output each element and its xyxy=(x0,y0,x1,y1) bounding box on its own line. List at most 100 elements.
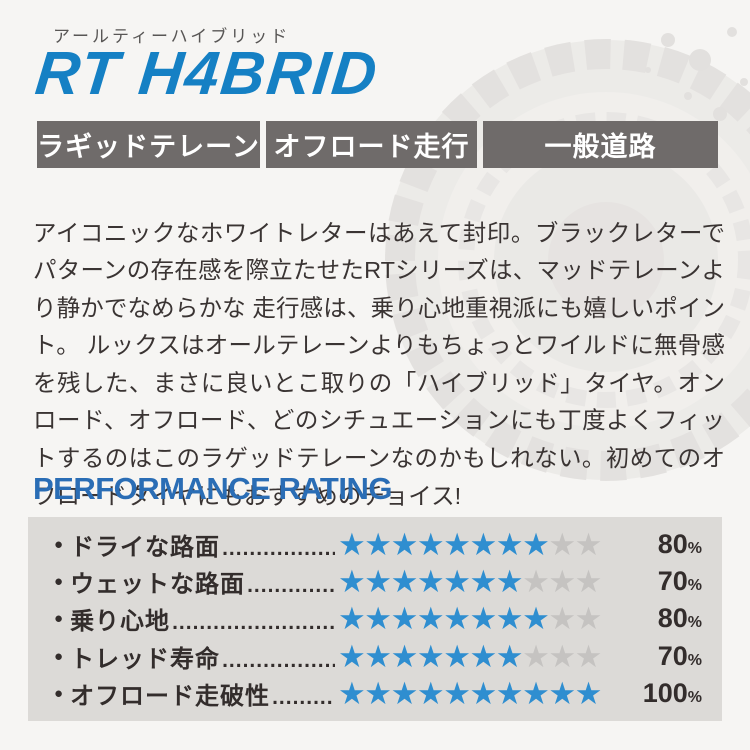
product-name-kana: アールティーハイブリッド xyxy=(53,27,291,46)
rating-label: トレッド寿命 xyxy=(70,645,221,673)
star-icon: ★ xyxy=(574,603,603,635)
star-icon: ★ xyxy=(338,603,366,635)
rating-row: ● ドライな路面.................................… xyxy=(54,527,702,562)
percent-value: 80 xyxy=(657,529,688,560)
star-rating: ★★★★★★★★★★ xyxy=(338,529,630,560)
star-icon: ★ xyxy=(548,677,576,709)
percent-unit: % xyxy=(687,577,702,595)
star-icon: ★ xyxy=(469,566,497,598)
star-icon: ★ xyxy=(364,529,392,561)
percent-value: 80 xyxy=(657,603,688,634)
percent-unit: % xyxy=(687,651,702,669)
star-icon: ★ xyxy=(574,566,603,598)
star-icon: ★ xyxy=(469,529,497,561)
rating-row: ● トレッド寿命.................................… xyxy=(54,639,702,674)
star-icon: ★ xyxy=(522,566,550,598)
badge-rugged-terrain: ラギッドテレーン xyxy=(37,121,260,168)
star-icon: ★ xyxy=(416,603,445,635)
star-icon: ★ xyxy=(416,566,445,598)
star-icon: ★ xyxy=(495,640,524,672)
star-icon: ★ xyxy=(338,677,366,709)
rating-label: 乗り心地 xyxy=(70,608,171,636)
star-icon: ★ xyxy=(469,640,497,672)
rating-percent: 70% xyxy=(630,566,702,597)
bullet-icon: ● xyxy=(54,610,64,628)
rating-label: ウェットな路面 xyxy=(70,571,246,599)
star-icon: ★ xyxy=(390,529,419,561)
rating-rows: ● ドライな路面.................................… xyxy=(28,517,722,721)
star-icon: ★ xyxy=(574,677,603,709)
star-icon: ★ xyxy=(416,529,445,561)
star-icon: ★ xyxy=(548,566,576,598)
rating-row: ● ウェットな路面................................… xyxy=(54,564,702,599)
star-icon: ★ xyxy=(338,529,366,561)
leader-dots: ........................................… xyxy=(172,611,335,635)
star-rating: ★★★★★★★★★★ xyxy=(338,566,630,597)
leader-dots: ........................................… xyxy=(222,537,335,561)
star-icon: ★ xyxy=(548,603,576,635)
star-icon: ★ xyxy=(495,566,524,598)
rating-percent: 80% xyxy=(630,529,702,560)
star-icon: ★ xyxy=(548,529,576,561)
star-icon: ★ xyxy=(364,603,392,635)
star-icon: ★ xyxy=(522,529,550,561)
rating-label: ドライな路面 xyxy=(70,534,221,562)
feature-badges: ラギッドテレーン オフロード走行 一般道路 xyxy=(37,121,718,168)
star-icon: ★ xyxy=(338,566,366,598)
star-icon: ★ xyxy=(390,566,419,598)
rating-percent: 100% xyxy=(630,678,702,709)
rating-label: オフロード走破性 xyxy=(70,682,271,710)
star-rating: ★★★★★★★★★★ xyxy=(338,678,630,709)
star-icon: ★ xyxy=(469,677,497,709)
leader-dots: ........................................… xyxy=(222,648,335,672)
star-icon: ★ xyxy=(390,603,419,635)
rating-row: ● オフロード走破性...............................… xyxy=(54,676,702,711)
star-icon: ★ xyxy=(495,529,524,561)
leader-dots: ........................................… xyxy=(272,685,335,709)
star-icon: ★ xyxy=(522,640,550,672)
star-icon: ★ xyxy=(574,529,603,561)
star-icon: ★ xyxy=(495,677,524,709)
product-description: アイコニックなホワイトレターはあえて封印。ブラックレターでパターンの存在感を際立… xyxy=(33,219,725,509)
leader-dots: ........................................… xyxy=(247,574,335,598)
bullet-icon: ● xyxy=(54,647,64,665)
product-logo: RT H4BRID xyxy=(32,39,382,107)
star-icon: ★ xyxy=(390,677,419,709)
star-icon: ★ xyxy=(469,603,497,635)
rating-percent: 80% xyxy=(630,603,702,634)
performance-rating-heading: PERFORMANCE RATING xyxy=(33,471,392,506)
rating-row: ● 乗り心地...................................… xyxy=(54,601,702,636)
star-icon: ★ xyxy=(443,677,471,709)
star-icon: ★ xyxy=(443,640,471,672)
percent-value: 100 xyxy=(642,677,688,708)
percent-unit: % xyxy=(687,688,702,706)
star-icon: ★ xyxy=(522,677,550,709)
percent-value: 70 xyxy=(657,640,688,671)
bullet-icon: ● xyxy=(54,536,64,554)
star-icon: ★ xyxy=(416,640,445,672)
rating-percent: 70% xyxy=(630,641,702,672)
star-icon: ★ xyxy=(443,566,471,598)
star-icon: ★ xyxy=(443,603,471,635)
bullet-icon: ● xyxy=(54,684,64,702)
badge-offroad: オフロード走行 xyxy=(266,121,477,168)
star-rating: ★★★★★★★★★★ xyxy=(338,641,630,672)
star-icon: ★ xyxy=(364,566,392,598)
star-icon: ★ xyxy=(495,603,524,635)
star-icon: ★ xyxy=(416,677,445,709)
star-icon: ★ xyxy=(390,640,419,672)
star-icon: ★ xyxy=(443,529,471,561)
star-rating: ★★★★★★★★★★ xyxy=(338,603,630,634)
percent-value: 70 xyxy=(657,566,688,597)
percent-unit: % xyxy=(687,540,702,558)
badge-general-road: 一般道路 xyxy=(483,121,718,168)
star-icon: ★ xyxy=(574,640,603,672)
star-icon: ★ xyxy=(364,677,392,709)
bullet-icon: ● xyxy=(54,573,64,591)
star-icon: ★ xyxy=(522,603,550,635)
star-icon: ★ xyxy=(364,640,392,672)
star-icon: ★ xyxy=(338,640,366,672)
star-icon: ★ xyxy=(548,640,576,672)
percent-unit: % xyxy=(687,614,702,632)
